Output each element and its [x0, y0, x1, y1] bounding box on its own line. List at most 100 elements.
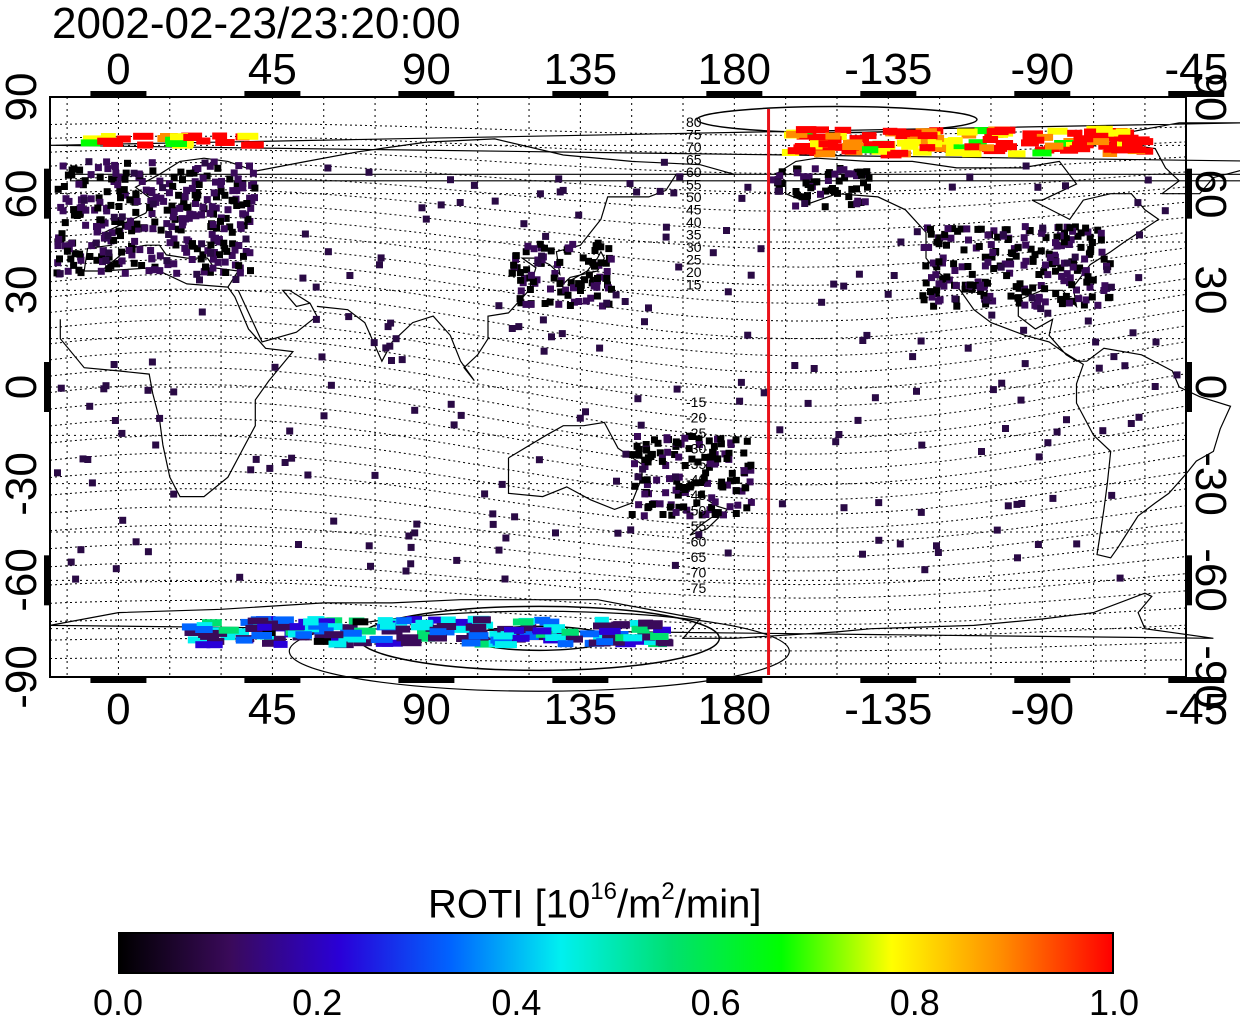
roti-cell: [247, 466, 255, 474]
roti-cell: [414, 634, 436, 642]
roti-cell: [515, 323, 523, 331]
roti-cell: [849, 135, 869, 143]
roti-cell: [707, 453, 715, 461]
roti-cell: [156, 177, 164, 185]
x-top-tick-label: -45: [1164, 45, 1229, 94]
roti-cell: [209, 221, 217, 228]
roti-cell: [778, 168, 786, 176]
roti-cell: [556, 188, 564, 196]
x-bottom-tick-label: 90: [401, 685, 451, 734]
roti-cell: [117, 232, 124, 240]
roti-cell: [960, 246, 968, 254]
roti-cell: [98, 253, 106, 261]
roti-cell: [104, 232, 112, 240]
roti-cell: [550, 274, 558, 282]
roti-cell: [1035, 271, 1043, 278]
roti-cell: [927, 144, 947, 152]
roti-cell: [1014, 554, 1021, 562]
roti-cell: [776, 426, 784, 434]
contour-line: [49, 452, 1187, 515]
roti-cell: [229, 187, 237, 195]
roti-cell: [1007, 260, 1015, 268]
roti-cell: [705, 437, 713, 445]
roti-cell: [376, 261, 383, 269]
roti-cell: [455, 618, 473, 626]
roti-cell: [645, 503, 653, 511]
roti-cell: [990, 265, 998, 272]
roti-cell: [169, 213, 177, 221]
roti-cell: [58, 230, 66, 238]
roti-cell: [644, 458, 652, 466]
roti-cell: [998, 379, 1006, 387]
roti-cell: [577, 287, 584, 294]
roti-cell: [67, 558, 75, 566]
roti-cell: [917, 132, 938, 140]
roti-cell: [148, 254, 156, 262]
roti-cell: [1044, 142, 1064, 150]
roti-cell: [101, 219, 109, 227]
roti-cell: [843, 139, 863, 147]
roti-cell: [68, 171, 76, 179]
roti-cell: [456, 635, 478, 642]
coastline-path: [562, 250, 605, 285]
roti-cell: [945, 149, 966, 157]
roti-cell: [1063, 416, 1070, 424]
roti-cell: [988, 311, 996, 319]
roti-cell: [135, 170, 143, 178]
roti-cell: [607, 255, 615, 263]
roti-cell: [164, 261, 172, 269]
roti-cell: [861, 132, 877, 140]
roti-cell: [976, 283, 984, 291]
x-top-tick-label: 180: [697, 45, 772, 94]
roti-cell: [1118, 134, 1139, 142]
roti-cell: [1094, 301, 1102, 309]
roti-cell: [814, 150, 836, 158]
roti-cell: [987, 241, 995, 249]
roti-cell: [952, 282, 960, 290]
roti-cell: [54, 469, 61, 477]
roti-cell: [671, 561, 679, 569]
roti-cell: [720, 511, 727, 519]
roti-cell: [982, 300, 990, 308]
roti-cell: [989, 249, 997, 256]
roti-cell: [1022, 241, 1030, 249]
roti-cell: [451, 625, 470, 633]
roti-cell: [238, 201, 246, 209]
roti-cell: [615, 634, 631, 642]
roti-cell: [641, 318, 648, 326]
roti-cell: [714, 509, 722, 517]
roti-cell: [709, 249, 717, 257]
roti-cell: [170, 235, 178, 243]
roti-cell: [417, 629, 439, 637]
roti-cell: [247, 267, 254, 275]
timestamp-title: 2002-02-23/23:20:00: [52, 0, 461, 48]
roti-cell: [521, 274, 528, 282]
roti-cell: [103, 188, 111, 196]
contour-line: [49, 230, 1187, 286]
roti-cell: [698, 511, 706, 519]
top-tick-bar: [860, 91, 917, 97]
roti-cell: [194, 165, 202, 172]
x-bottom-tick-label: -90: [1010, 685, 1075, 734]
roti-cell: [111, 218, 119, 225]
roti-cell: [516, 295, 524, 303]
roti-cell: [702, 511, 710, 518]
roti-cell: [536, 190, 544, 198]
roti-cell: [884, 290, 892, 298]
roti-cell: [541, 300, 549, 307]
roti-cell: [170, 173, 178, 181]
roti-cell: [175, 191, 183, 199]
roti-cell: [675, 263, 683, 271]
roti-cell: [936, 234, 944, 242]
roti-cell: [725, 449, 733, 457]
roti-cell: [1057, 295, 1065, 303]
roti-cell: [1111, 146, 1129, 154]
roti-cell: [144, 386, 152, 394]
y-right-tick-label: -90: [1186, 645, 1235, 709]
roti-cell: [215, 139, 235, 146]
roti-cell: [145, 267, 153, 275]
roti-cell: [576, 414, 584, 422]
roti-cell: [88, 242, 96, 250]
bottom-tick-bar: [90, 677, 147, 683]
roti-cell: [520, 624, 537, 632]
